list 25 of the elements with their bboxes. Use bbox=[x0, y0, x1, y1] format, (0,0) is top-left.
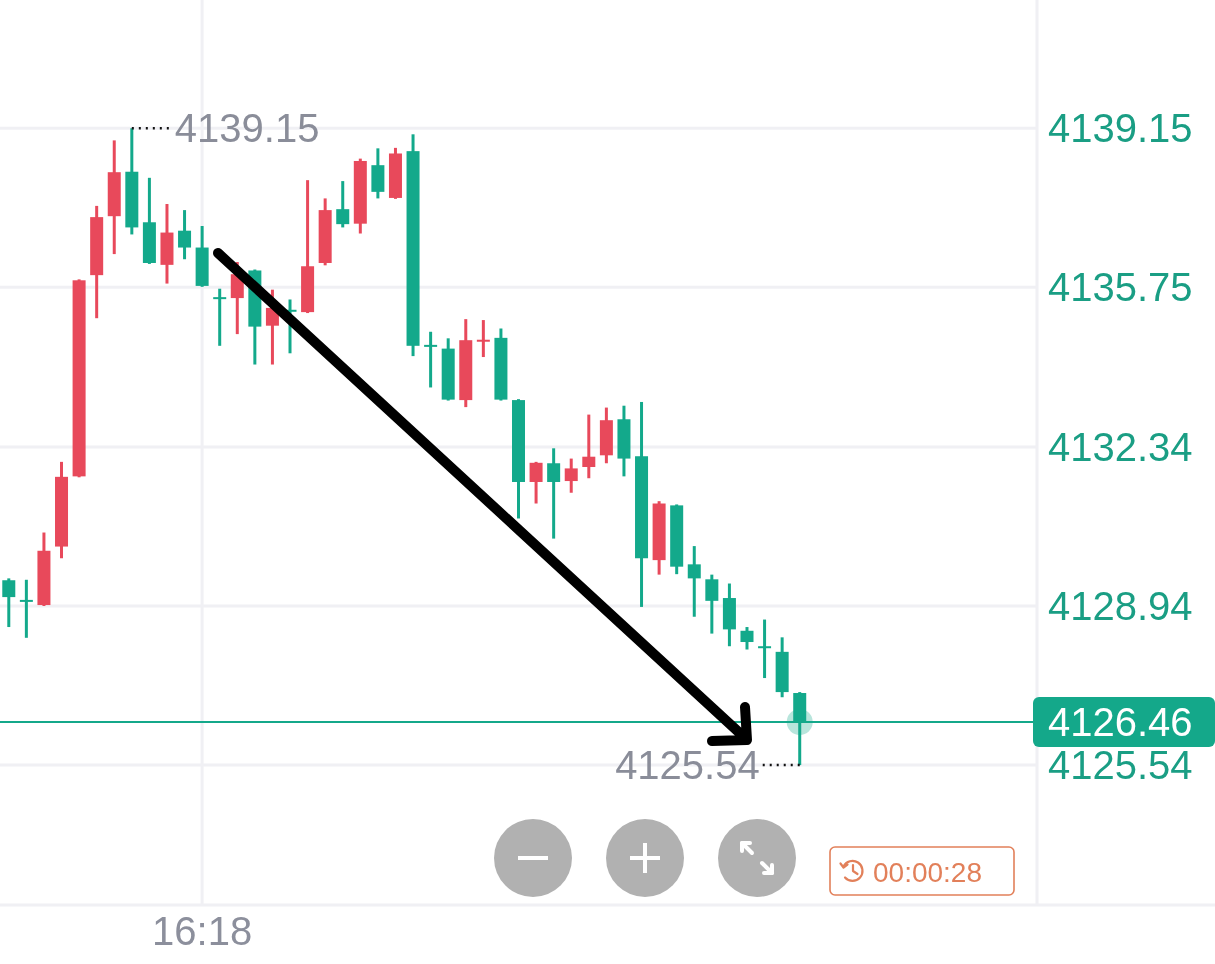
candlestick bbox=[476, 320, 490, 359]
candlestick bbox=[564, 458, 578, 493]
annotation: 4139.15 bbox=[174, 106, 320, 151]
y-tick-label: 4125.54 bbox=[1048, 743, 1193, 788]
candlestick bbox=[687, 546, 701, 617]
annotation: 4125.54 bbox=[615, 743, 760, 788]
candlestick bbox=[2, 578, 16, 629]
y-tick-label: 4135.75 bbox=[1048, 265, 1193, 310]
x-tick-label: 16:18 bbox=[152, 909, 253, 953]
candlestick bbox=[740, 627, 754, 650]
annotation: 00:00:28 bbox=[873, 856, 982, 888]
candlestick bbox=[336, 181, 350, 228]
y-tick-label: 4128.94 bbox=[1048, 583, 1193, 628]
ref-line-label: 4126.46 bbox=[1048, 700, 1193, 745]
candlestick bbox=[529, 460, 543, 504]
candlestick bbox=[424, 330, 438, 388]
candlestick bbox=[547, 448, 561, 539]
y-tick-label: 4139.15 bbox=[1048, 106, 1193, 151]
y-tick-label: 4132.34 bbox=[1048, 424, 1193, 469]
candlestick bbox=[19, 578, 33, 638]
candlestick bbox=[705, 574, 719, 634]
candlestick bbox=[213, 288, 227, 346]
candlestick bbox=[758, 619, 772, 680]
candlestick bbox=[178, 210, 192, 261]
candlestick bbox=[582, 414, 596, 480]
